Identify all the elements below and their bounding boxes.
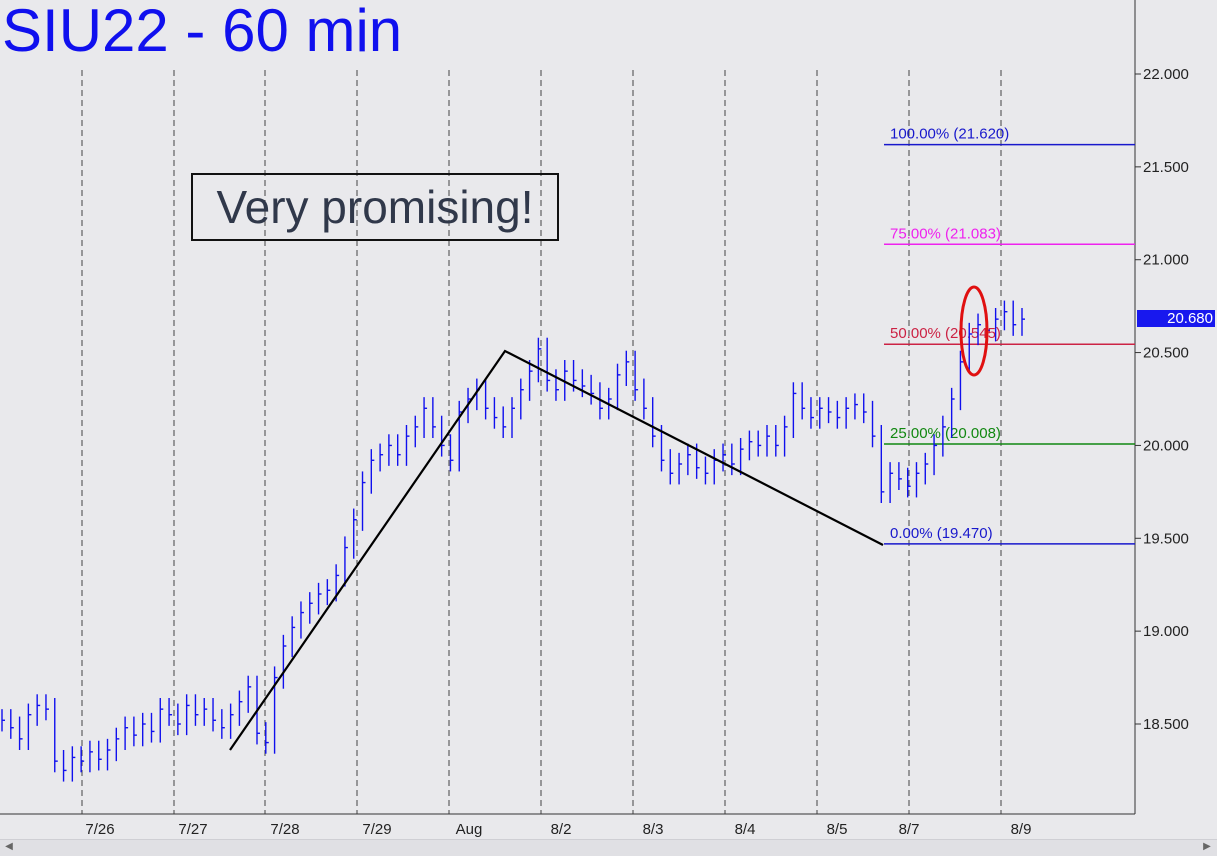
x-tick-label: 7/26	[85, 821, 114, 838]
scroll-right-icon[interactable]: ▶	[1203, 841, 1211, 852]
y-tick-label: 20.000	[1143, 437, 1189, 454]
y-tick-label: 18.500	[1143, 716, 1189, 733]
x-tick-label: 7/27	[178, 821, 207, 838]
y-tick-label: 22.000	[1143, 66, 1189, 83]
fib-level-label: 75.00% (21.083)	[890, 225, 1001, 242]
price-bars	[1, 300, 1025, 782]
x-tick-label: 8/5	[827, 821, 848, 838]
horizontal-scrollbar[interactable]	[0, 839, 1217, 856]
highlight-circle	[959, 285, 989, 377]
current-price-label: 20.680	[1137, 310, 1215, 328]
y-tick-label: 21.500	[1143, 159, 1189, 176]
fib-level-label: 100.00% (21.620)	[890, 126, 1009, 143]
annotation-text: Very promising!	[191, 173, 559, 241]
trend-line-abc	[229, 349, 884, 751]
scroll-left-icon[interactable]: ◀	[5, 841, 13, 852]
fib-level-label: 50.00% (20.545)	[890, 325, 1001, 342]
y-tick-label: 19.500	[1143, 530, 1189, 547]
x-tick-label: 8/9	[1011, 821, 1032, 838]
vertical-gridlines	[81, 70, 1002, 814]
y-axis-ticks: 22.000 21.500 21.000 20.500 20.000 19.500 19.0…	[1135, 66, 1189, 733]
x-tick-label: 8/3	[643, 821, 664, 838]
x-tick-label: 7/28	[270, 821, 299, 838]
y-tick-label: 21.000	[1143, 252, 1189, 269]
fib-level-label: 25.00% (20.008)	[890, 425, 1001, 442]
x-tick-label: 8/4	[735, 821, 756, 838]
chart-title: SIU22 - 60 min	[2, 0, 403, 64]
fib-levels: 100.00% (21.620) 75.00% (21.083) 50.00% (2…	[884, 126, 1135, 545]
fib-level-label: 0.00% (19.470)	[890, 525, 993, 542]
y-tick-label: 20.500	[1143, 345, 1189, 362]
x-tick-label: 8/7	[899, 821, 920, 838]
x-tick-label: Aug	[456, 821, 483, 838]
x-axis-ticks: 7/26 7/27 7/28 7/29 Aug 8/2 8/3 8/4 8/5 8/7 8/9	[85, 821, 1031, 838]
y-tick-label: 19.000	[1143, 623, 1189, 640]
x-tick-label: 7/29	[362, 821, 391, 838]
x-tick-label: 8/2	[551, 821, 572, 838]
